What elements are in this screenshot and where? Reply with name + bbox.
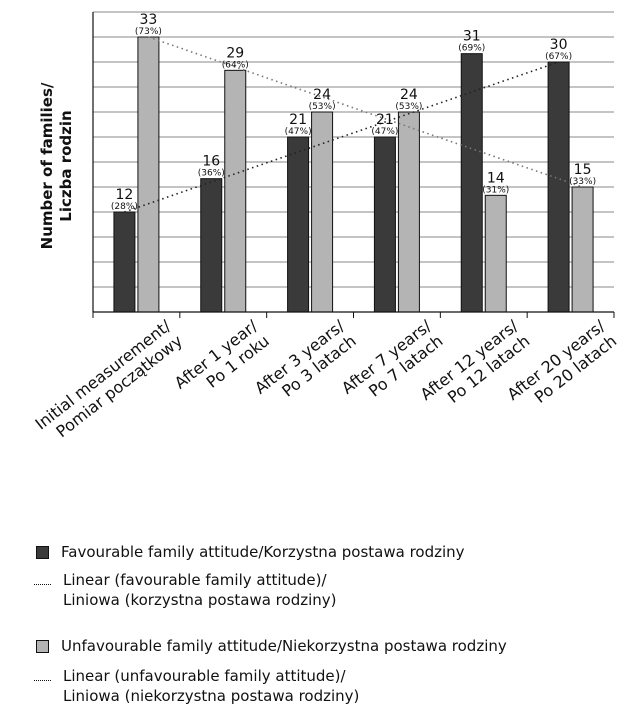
bar-percent-label: (33%) bbox=[569, 177, 596, 187]
legend-dots-linear-favourable bbox=[34, 584, 51, 585]
bar-value-label: 12 bbox=[116, 187, 134, 203]
legend-item-linear-favourable: Linear (favourable family attitude)/ Lin… bbox=[34, 570, 337, 610]
bar-value-label: 16 bbox=[202, 154, 220, 170]
bar-unfavourable bbox=[484, 194, 507, 313]
legend-dots-linear-unfavourable bbox=[34, 680, 51, 681]
x-tick-label: Initial measurement/Pomiar początkowy bbox=[31, 316, 186, 449]
bar-value-label: 31 bbox=[463, 29, 481, 45]
legend-label-linear-unfavourable: Linear (unfavourable family attitude)/ L… bbox=[63, 667, 360, 705]
svg-text:After 3 years/Po 3 latach: After 3 years/Po 3 latach bbox=[251, 316, 360, 413]
legend-item-favourable: Favourable family attitude/Korzystna pos… bbox=[34, 542, 465, 562]
svg-text:Initial measurement/Pomiar poc: Initial measurement/Pomiar początkowy bbox=[31, 316, 186, 449]
legend-item-unfavourable: Unfavourable family attitude/Niekorzystn… bbox=[34, 636, 507, 656]
axes bbox=[92, 12, 615, 318]
bar-unfavourable bbox=[224, 69, 247, 313]
bar-percent-label: (47%) bbox=[285, 127, 312, 137]
grid-lines bbox=[93, 11, 614, 288]
bar-favourable bbox=[287, 136, 310, 313]
bar-unfavourable bbox=[571, 186, 594, 313]
bars bbox=[113, 36, 594, 313]
x-tick-label: After 3 years/Po 3 latach bbox=[251, 316, 360, 413]
bar-favourable bbox=[373, 136, 396, 313]
legend-label-linear-favourable: Linear (favourable family attitude)/ Lin… bbox=[63, 571, 337, 609]
bar-unfavourable bbox=[397, 111, 420, 313]
bar-value-label: 29 bbox=[226, 45, 244, 61]
bar-value-label: 21 bbox=[376, 112, 394, 128]
bar-value-label: 15 bbox=[574, 162, 592, 178]
x-tick-label: After 1 year/Po 1 roku bbox=[171, 316, 274, 408]
legend-swatch-unfavourable bbox=[36, 640, 49, 653]
legend-label-favourable: Favourable family attitude/Korzystna pos… bbox=[61, 543, 465, 561]
bar-favourable bbox=[113, 211, 136, 313]
bar-favourable bbox=[460, 53, 483, 313]
trendlines bbox=[124, 36, 583, 213]
bar-percent-label: (47%) bbox=[371, 127, 398, 137]
bar-value-label: 30 bbox=[550, 37, 568, 53]
bar-unfavourable bbox=[137, 36, 160, 313]
bar-percent-label: (53%) bbox=[395, 102, 422, 112]
bar-percent-label: (73%) bbox=[135, 27, 162, 37]
bar-percent-label: (31%) bbox=[482, 185, 509, 195]
x-tick-labels: Initial measurement/Pomiar początkowyAft… bbox=[31, 316, 620, 449]
bar-value-label: 24 bbox=[313, 87, 331, 103]
legend-item-linear-unfavourable: Linear (unfavourable family attitude)/ L… bbox=[34, 666, 359, 706]
bar-percent-label: (36%) bbox=[198, 169, 225, 179]
value-labels: 12(28%)33(73%)16(36%)29(64%)21(47%)24(53… bbox=[111, 12, 596, 212]
bar-percent-label: (53%) bbox=[309, 102, 336, 112]
bar-value-label: 14 bbox=[487, 170, 505, 186]
bar-value-label: 33 bbox=[140, 12, 158, 28]
bar-favourable bbox=[547, 61, 570, 313]
legend-swatch-favourable bbox=[36, 546, 49, 559]
bar-percent-label: (67%) bbox=[545, 52, 572, 62]
bar-percent-label: (64%) bbox=[222, 60, 249, 70]
bar-favourable bbox=[200, 178, 223, 313]
legend-label-unfavourable: Unfavourable family attitude/Niekorzystn… bbox=[61, 637, 507, 655]
bar-value-label: 24 bbox=[400, 87, 418, 103]
y-axis-label: Number of families/Liczba rodzin bbox=[38, 82, 75, 249]
bar-percent-label: (28%) bbox=[111, 202, 138, 212]
bar-value-label: 21 bbox=[289, 112, 307, 128]
bar-percent-label: (69%) bbox=[458, 44, 485, 54]
svg-text:After 1 year/Po 1 roku: After 1 year/Po 1 roku bbox=[171, 316, 274, 408]
bar-unfavourable bbox=[311, 111, 334, 313]
